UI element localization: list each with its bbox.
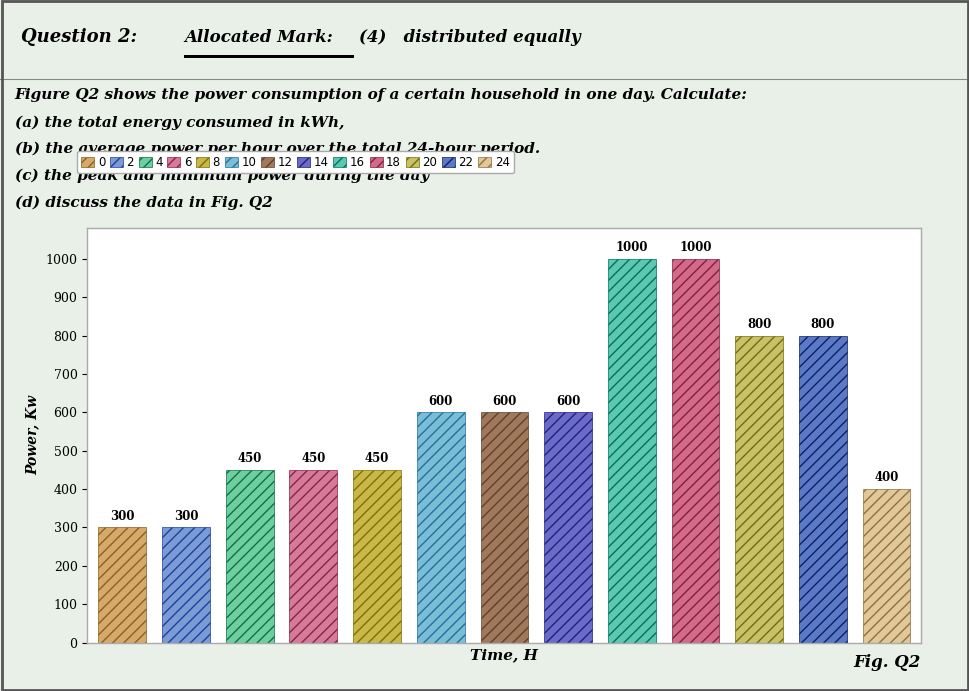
Text: Question 2:: Question 2:: [21, 28, 138, 46]
Text: 1000: 1000: [678, 241, 711, 254]
Text: Fig. Q2: Fig. Q2: [853, 654, 920, 671]
Text: (c) the peak and minimum power during the day: (c) the peak and minimum power during th…: [15, 169, 428, 183]
Text: 450: 450: [364, 453, 389, 465]
Text: 450: 450: [300, 453, 326, 465]
Text: Allocated Mark:: Allocated Mark:: [184, 29, 332, 46]
Bar: [162, 527, 209, 643]
Text: (4)   distributed equally: (4) distributed equally: [359, 29, 579, 46]
Bar: [184, 55, 354, 58]
Legend: 0, 2, 4, 6, 8, 10, 12, 14, 16, 18, 20, 22, 24: 0, 2, 4, 6, 8, 10, 12, 14, 16, 18, 20, 2…: [77, 151, 514, 173]
X-axis label: Time, H: Time, H: [470, 648, 538, 662]
Bar: [544, 413, 591, 643]
Text: 600: 600: [428, 395, 453, 408]
Y-axis label: Power, Kw: Power, Kw: [26, 395, 40, 475]
Text: 400: 400: [873, 471, 897, 484]
Text: 600: 600: [491, 395, 516, 408]
Bar: [87, 643, 914, 651]
Text: (b) the average power per hour over the total 24-hour period.: (b) the average power per hour over the …: [15, 142, 539, 156]
Bar: [608, 258, 655, 643]
Text: 450: 450: [237, 453, 262, 465]
Text: 1000: 1000: [615, 241, 647, 254]
Bar: [226, 470, 273, 643]
Bar: [735, 336, 782, 643]
Text: Figure Q2 shows the power consumption of a certain household in one day. Calcula: Figure Q2 shows the power consumption of…: [15, 88, 747, 102]
Bar: [798, 336, 846, 643]
Text: 800: 800: [746, 318, 770, 331]
Bar: [98, 527, 146, 643]
Text: (a) the total energy consumed in kWh,: (a) the total energy consumed in kWh,: [15, 115, 344, 129]
Bar: [289, 470, 337, 643]
Text: 600: 600: [555, 395, 579, 408]
Text: 300: 300: [173, 510, 198, 523]
Bar: [353, 470, 400, 643]
Text: 800: 800: [810, 318, 834, 331]
Bar: [861, 489, 910, 643]
Bar: [671, 258, 719, 643]
Text: (d) discuss the data in Fig. Q2: (d) discuss the data in Fig. Q2: [15, 196, 272, 210]
Bar: [480, 413, 528, 643]
Bar: [417, 413, 464, 643]
Text: 300: 300: [109, 510, 135, 523]
